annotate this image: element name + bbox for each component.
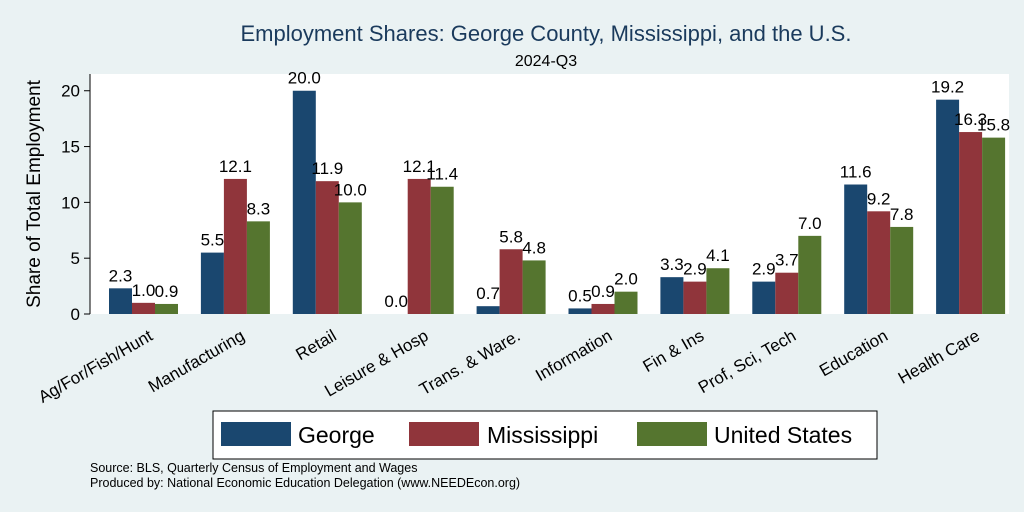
data-label-george-health-care: 19.2 (931, 78, 964, 97)
bar-united-states-retail (338, 202, 362, 314)
bar-mississippi-manufacturing (223, 178, 247, 314)
data-label-george-trans-ware: 0.7 (476, 284, 500, 303)
chart-subtitle: 2024-Q3 (515, 53, 577, 70)
data-label-mississippi-fin-ins: 2.9 (683, 260, 707, 279)
data-label-united-states-education: 7.8 (890, 205, 914, 224)
data-label-united-states-leisure-hosp: 11.4 (426, 165, 458, 184)
data-label-united-states-manufacturing: 8.3 (247, 199, 271, 218)
data-label-mississippi-trans-ware: 5.8 (499, 227, 523, 246)
y-tick-label: 10 (61, 193, 80, 212)
bar-united-states-information (614, 291, 638, 314)
bar-george-trans-ware (476, 306, 500, 314)
data-label-george-information: 0.5 (568, 286, 592, 305)
bar-united-states-ag-for-fish-hunt (155, 303, 178, 314)
bar-united-states-health-care (982, 137, 1006, 314)
bar-mississippi-education (867, 211, 891, 314)
bar-george-ag-for-fish-hunt (109, 288, 132, 314)
y-tick-label: 0 (71, 305, 80, 324)
data-label-george-education: 11.6 (840, 163, 872, 182)
bar-george-prof-sci-tech (752, 281, 776, 314)
data-label-mississippi-prof-sci-tech: 3.7 (775, 251, 799, 270)
legend-label-united-states: United States (714, 422, 852, 448)
legend-label-mississippi: Mississippi (487, 422, 598, 448)
legend-box (212, 410, 878, 460)
bar-united-states-prof-sci-tech (798, 235, 822, 314)
data-label-mississippi-manufacturing: 12.1 (219, 157, 252, 176)
y-tick-label: 15 (61, 138, 80, 157)
data-label-united-states-information: 2.0 (614, 270, 638, 289)
data-label-united-states-trans-ware: 4.8 (522, 238, 546, 257)
legend-swatch-united-states (637, 422, 707, 446)
data-label-mississippi-ag-for-fish-hunt: 1.0 (132, 281, 156, 300)
bar-mississippi-information (591, 303, 615, 314)
data-label-united-states-retail: 10.0 (334, 180, 367, 199)
bar-mississippi-health-care (959, 132, 983, 314)
data-label-united-states-prof-sci-tech: 7.0 (798, 214, 822, 233)
data-label-mississippi-information: 0.9 (591, 282, 615, 301)
bar-mississippi-prof-sci-tech (775, 272, 799, 314)
bar-mississippi-retail (315, 181, 339, 314)
bar-united-states-manufacturing (246, 221, 270, 314)
bar-mississippi-fin-ins (683, 281, 707, 314)
bars-group (109, 90, 1006, 315)
bar-united-states-fin-ins (706, 268, 730, 314)
bar-mississippi-trans-ware (499, 249, 523, 314)
data-label-united-states-fin-ins: 4.1 (706, 246, 730, 265)
y-axis-label: Share of Total Employment (24, 79, 45, 307)
bar-mississippi-leisure-hosp (407, 178, 431, 314)
data-label-mississippi-retail: 11.9 (311, 159, 343, 178)
source-note: Source: BLS, Quarterly Census of Employm… (90, 461, 417, 475)
data-label-mississippi-leisure-hosp: 12.1 (403, 157, 436, 176)
data-labels-group: 2.31.0 0.95.512.18.320.011.910.00.012.111… (109, 69, 1010, 311)
data-label-united-states-health-care: 15.8 (977, 116, 1010, 135)
data-label-george-ag-for-fish-hunt: 2.3 (109, 266, 133, 285)
legend-label-george: George (298, 422, 375, 448)
data-label-george-manufacturing: 5.5 (201, 231, 225, 250)
data-label-mississippi-education: 9.2 (867, 189, 891, 208)
bar-george-fin-ins (660, 277, 684, 314)
bar-united-states-education (890, 226, 914, 314)
data-label-george-retail: 20.0 (288, 69, 321, 88)
produced-by-note: Produced by: National Economic Education… (90, 476, 520, 490)
data-label-george-fin-ins: 3.3 (660, 255, 684, 274)
legend-swatch-mississippi (409, 422, 479, 446)
legend-swatch-george (221, 422, 291, 446)
bar-george-information (568, 308, 592, 314)
bar-united-states-trans-ware (522, 260, 546, 314)
data-label-mississippi-health-care: 16.3 (954, 110, 987, 129)
data-label-george-prof-sci-tech: 2.9 (752, 260, 776, 279)
y-tick-label: 5 (71, 249, 80, 268)
chart-title: Employment Shares: George County, Missis… (241, 21, 852, 46)
data-label-united-states-ag-for-fish-hunt: 0.9 (155, 282, 179, 301)
legend: George Mississippi United States (212, 410, 878, 460)
bar-george-education (844, 184, 868, 314)
bar-united-states-leisure-hosp (430, 186, 454, 314)
data-label-george-leisure-hosp: 0.0 (384, 292, 408, 311)
bar-mississippi-ag-for-fish-hunt (132, 302, 155, 314)
bar-george-retail (292, 90, 316, 314)
bar-george-health-care (936, 99, 960, 315)
y-ticks: 0 5 10 15 20 (61, 82, 90, 324)
bar-george-manufacturing (200, 252, 224, 314)
y-tick-label: 20 (61, 82, 80, 101)
